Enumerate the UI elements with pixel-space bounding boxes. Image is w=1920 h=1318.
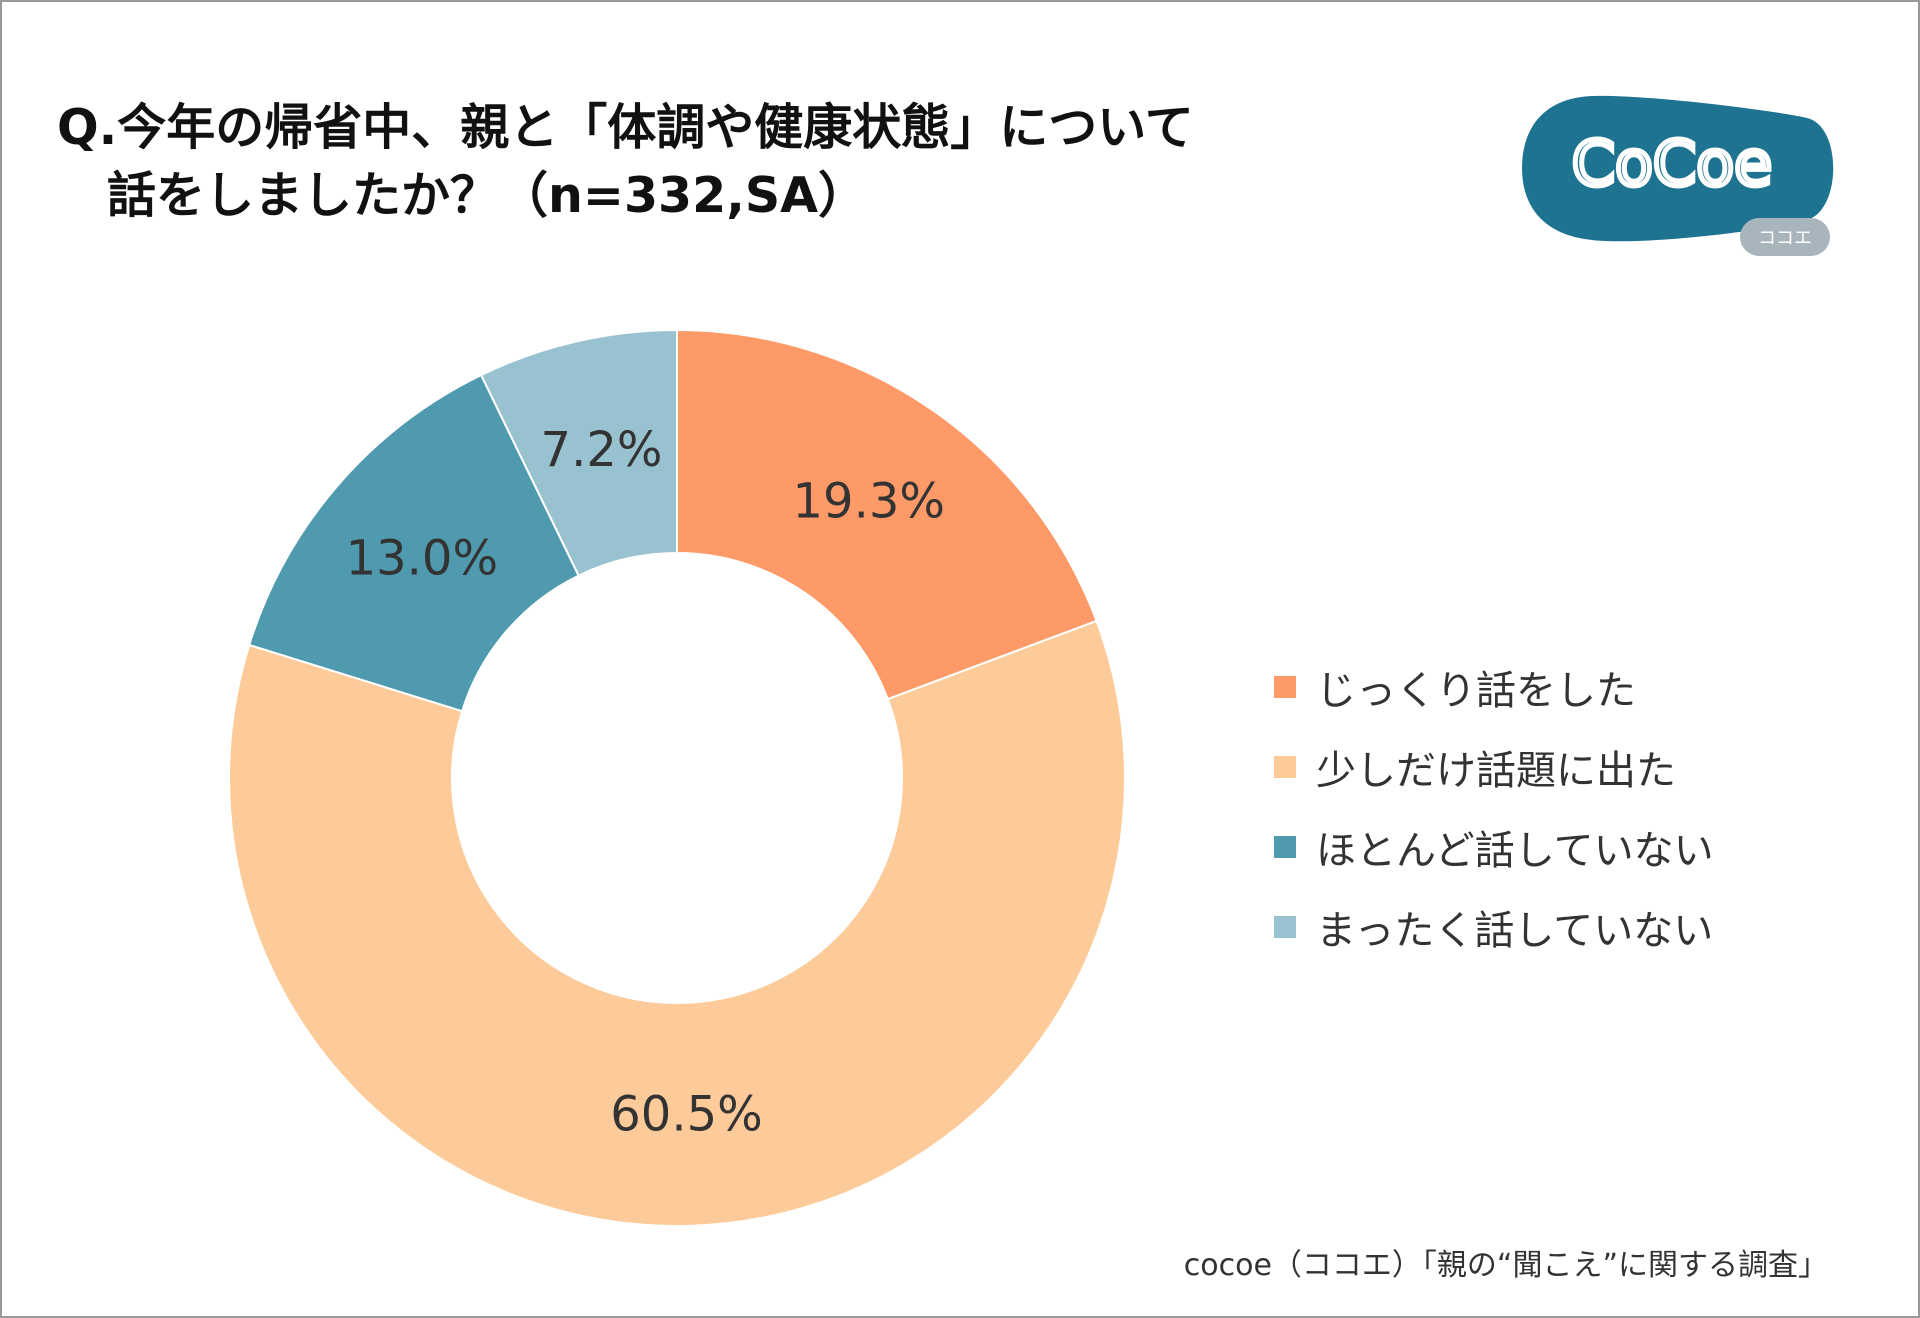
data-label: 13.0% (346, 531, 498, 587)
legend-label: まったく話していない (1316, 908, 1714, 954)
svg-text:CoCoe: CoCoe (1572, 127, 1773, 200)
title-line-2: 話をしましたか？（n=332,SA） (107, 167, 868, 224)
legend-item: 少しだけ話題に出た (1274, 727, 1714, 807)
legend-item: じっくり話をした (1274, 647, 1714, 727)
donut-slice (479, 328, 678, 577)
data-label: 60.5% (610, 1086, 762, 1142)
svg-text:ココエ: ココエ (1758, 228, 1812, 249)
legend-swatch (1274, 836, 1296, 858)
legend-swatch (1274, 676, 1296, 698)
legend: じっくり話をした 少しだけ話題に出た ほとんど話していない まったく話していない (1274, 647, 1714, 967)
legend-label: 少しだけ話題に出た (1316, 748, 1676, 794)
chart-title: Q.今年の帰省中、親と「体調や健康状態」について 話をしましたか？（n=332,… (57, 94, 1194, 230)
data-label: 19.3% (793, 473, 945, 529)
legend-item: ほとんど話していない (1274, 807, 1714, 887)
cocoe-logo: CoCoe ココエ (1522, 95, 1834, 256)
donut-slice (247, 373, 580, 713)
donut-slice (676, 328, 1098, 701)
legend-label: ほとんど話していない (1316, 828, 1714, 874)
data-label: 7.2% (541, 422, 663, 478)
donut-slice (228, 619, 1126, 1227)
legend-item: まったく話していない (1274, 887, 1714, 967)
legend-swatch (1274, 916, 1296, 938)
source-footer: cocoe（ココエ）「親の“聞こえ”に関する調査」 (1183, 1248, 1828, 1283)
title-line-1: Q.今年の帰省中、親と「体調や健康状態」について (57, 99, 1194, 156)
legend-label: じっくり話をした (1316, 668, 1636, 714)
legend-swatch (1274, 756, 1296, 778)
